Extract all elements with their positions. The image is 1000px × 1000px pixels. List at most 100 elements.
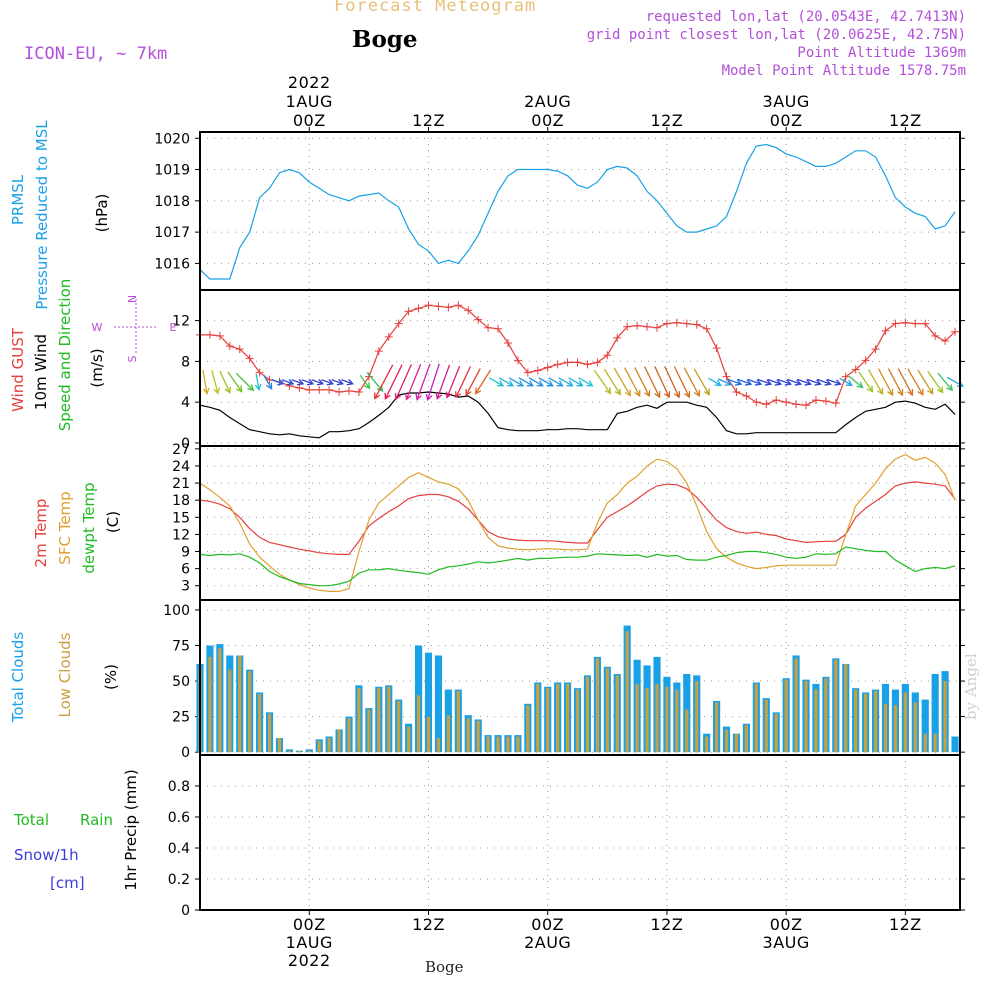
wind-arrow	[867, 369, 884, 395]
wind-arrow-head	[363, 382, 371, 390]
low-cloud-bar	[347, 718, 351, 753]
label-snow: Snow/1h	[14, 846, 79, 864]
wind-arrow-head	[346, 378, 354, 386]
wind-arrow	[405, 363, 422, 400]
panel-frame	[199, 289, 961, 447]
ytick-label: 12	[172, 314, 190, 330]
wind-arrow	[488, 377, 504, 387]
wind-arrow-head	[336, 378, 345, 386]
wind-arrow-head	[856, 381, 864, 389]
gust-marker	[255, 368, 264, 377]
low-cloud-bar	[546, 688, 550, 753]
ytick-label: 12	[172, 527, 190, 543]
wind-arrow	[817, 378, 831, 385]
wind-arrow	[262, 374, 273, 390]
wind-arrow-head	[374, 392, 381, 400]
low-cloud-bar	[317, 740, 321, 753]
panel-pressure: 1016 1017 1018 1019 1020	[154, 131, 965, 291]
wind-arrow	[301, 379, 314, 385]
gust-marker	[205, 330, 214, 339]
wind-arrow-head	[213, 387, 221, 395]
wind-arrow	[416, 363, 431, 400]
gust-marker	[623, 322, 632, 331]
wind-arrow-head	[415, 393, 422, 401]
panel-wind: 0 4 8 12	[172, 289, 965, 452]
ytick-label: 1017	[154, 225, 190, 241]
low-cloud-bar	[754, 683, 758, 753]
gust-marker	[742, 392, 751, 401]
gust-marker	[702, 324, 711, 333]
gust-marker	[523, 368, 532, 377]
wind-arrow-head	[887, 389, 894, 397]
low-cloud-bar	[824, 678, 828, 753]
wind-arrow-head	[435, 392, 443, 400]
gust-marker	[494, 324, 503, 333]
wind-arrow-head	[604, 387, 612, 395]
low-cloud-bar	[516, 736, 520, 753]
gust-marker	[911, 319, 920, 328]
wind-arrow-head	[506, 380, 515, 387]
wind-arrow	[235, 372, 254, 391]
wind-arrow	[757, 378, 772, 385]
low-cloud-bar	[844, 663, 848, 753]
panel-frame	[199, 754, 961, 911]
wind-arrow-head	[673, 391, 681, 399]
low-cloud-bar	[834, 659, 838, 753]
gust-marker	[891, 319, 900, 328]
time-label-top: 1AUG	[286, 92, 333, 111]
product-title: Forecast Meteogram	[334, 0, 537, 16]
gust-marker	[543, 363, 552, 372]
wind-arrow	[797, 378, 811, 385]
ytick-label: 1019	[154, 163, 190, 179]
series-prmsl	[199, 143, 956, 280]
total-cloud-bar	[921, 699, 929, 753]
ytick-label: 8	[181, 354, 190, 370]
ytick-label: 50	[172, 674, 190, 690]
panel-frame	[199, 445, 961, 601]
time-label-bottom: 00Z	[770, 915, 803, 934]
wind-arrow	[395, 364, 412, 400]
gust-marker	[652, 323, 661, 332]
low-cloud-bar	[248, 671, 252, 753]
wind-arrow-head	[634, 389, 641, 398]
low-cloud-bar	[416, 695, 421, 753]
ytick-label: 27	[172, 442, 190, 458]
watermark: by Angel	[962, 653, 980, 720]
low-cloud-bar	[486, 736, 490, 753]
ylabel-low-clouds: Low Clouds	[56, 632, 74, 717]
wind-arrow	[737, 378, 752, 385]
gust-marker	[583, 360, 592, 369]
gust-marker	[732, 387, 741, 396]
gust-marker	[513, 356, 522, 365]
low-cloud-bar	[556, 683, 560, 753]
low-cloud-bar	[267, 713, 272, 753]
low-cloud-bar	[724, 729, 729, 753]
wind-arrow-head	[224, 386, 231, 394]
wind-arrow	[664, 366, 680, 398]
gust-marker	[404, 307, 413, 316]
wind-arrow-head	[936, 386, 944, 394]
wind-arrow	[907, 368, 924, 396]
low-cloud-bar	[565, 683, 570, 753]
ylabel-10m-wind: 10m Wind	[32, 334, 50, 410]
low-cloud-bar	[923, 733, 927, 753]
wind-arrow	[693, 368, 710, 396]
ytick-label: 1020	[154, 131, 190, 147]
low-cloud-bar	[585, 676, 590, 753]
wind-arrow-head	[774, 379, 783, 386]
gust-marker	[752, 398, 761, 407]
wind-arrow-head	[266, 382, 273, 390]
wind-arrow	[498, 377, 514, 387]
low-cloud-bar	[575, 689, 580, 753]
wind-arrow	[877, 368, 894, 396]
gust-marker	[772, 396, 781, 405]
ytick-label: 3	[181, 579, 190, 595]
ytick-label: 1016	[154, 256, 190, 272]
low-cloud-bar	[456, 691, 460, 753]
point-altitude: Point Altitude 1369m	[797, 45, 966, 61]
ytick-label: 1018	[154, 194, 190, 210]
ylabel-celsius: (C)	[104, 511, 122, 533]
